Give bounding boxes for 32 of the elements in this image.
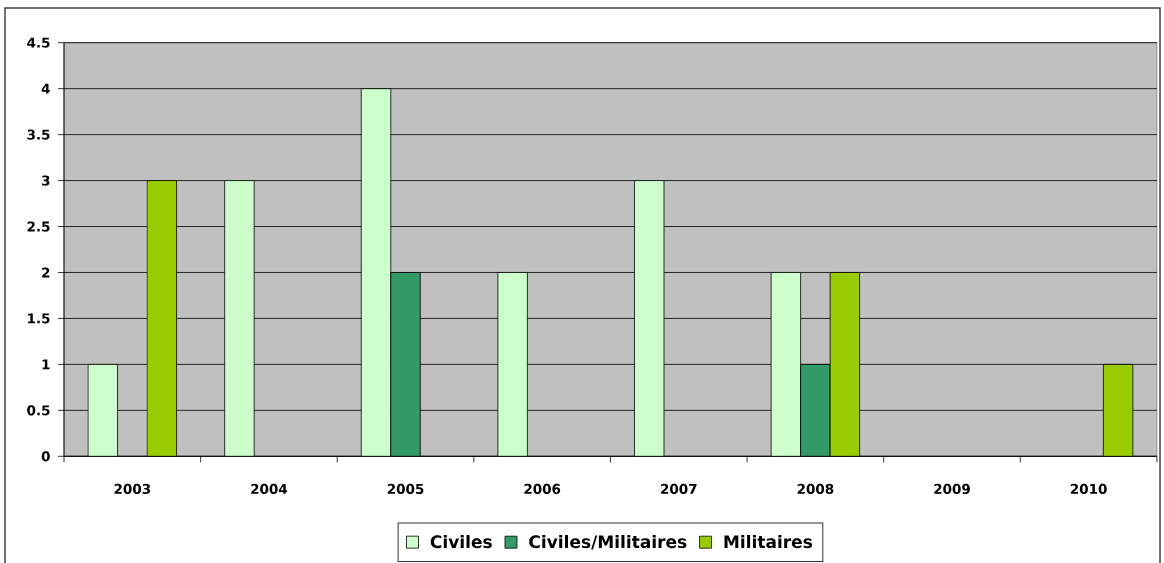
x-tick-label: 2009 xyxy=(934,483,970,495)
y-tick-label: 4 xyxy=(41,83,50,94)
bar xyxy=(770,272,802,457)
y-tick-label: 0.5 xyxy=(27,405,50,416)
bar xyxy=(224,180,255,457)
y-tick-label: 1.5 xyxy=(28,313,50,324)
y-tick-label: 0 xyxy=(41,451,50,462)
legend-label: Civiles/Militaires xyxy=(529,534,687,550)
x-tick-label: 2007 xyxy=(661,483,697,495)
bar xyxy=(87,363,118,457)
x-tick-label: 2005 xyxy=(387,483,424,495)
y-tick-label: 3 xyxy=(41,175,50,186)
y-tick-label: 2 xyxy=(42,267,50,278)
bar xyxy=(390,272,421,457)
y-tick-label: 4.5 xyxy=(27,37,50,48)
bar xyxy=(634,180,665,457)
x-tick-label: 2008 xyxy=(797,483,834,495)
legend-label: Militaires xyxy=(724,534,813,549)
bar xyxy=(800,363,831,457)
y-tick-label: 1 xyxy=(42,359,50,370)
bar xyxy=(497,272,528,457)
x-tick-label: 2006 xyxy=(524,483,561,495)
x-tick-label: 2003 xyxy=(114,483,151,495)
y-tick-label: 3.5 xyxy=(27,129,50,140)
x-tick-label: 2004 xyxy=(251,483,288,495)
legend-label: Civiles xyxy=(430,534,492,549)
bar xyxy=(1102,363,1134,457)
bar xyxy=(829,272,861,457)
x-tick-label: 2010 xyxy=(1070,483,1107,495)
bar xyxy=(146,180,177,457)
bar xyxy=(360,88,392,457)
y-tick-label: 2.5 xyxy=(27,221,50,232)
